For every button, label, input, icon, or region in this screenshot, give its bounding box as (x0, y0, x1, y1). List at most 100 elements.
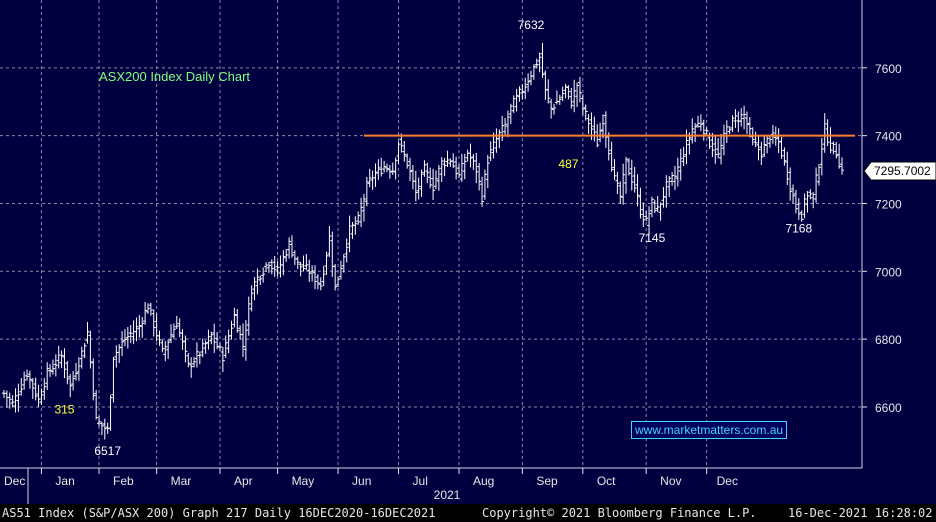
price-bar (428, 167, 433, 189)
footer-copyright: Copyright© 2021 Bloomberg Finance L.P. (482, 506, 757, 520)
price-bar (480, 176, 485, 207)
price-bar (649, 196, 654, 218)
price-bar (710, 132, 715, 158)
price-bar (733, 109, 738, 128)
price-bar (825, 119, 830, 147)
price-bar (474, 152, 479, 184)
price-bar (678, 148, 683, 181)
price-bar (73, 362, 78, 381)
grid-lines (0, 0, 862, 468)
price-bar (99, 421, 104, 436)
price-bar (157, 330, 162, 346)
price-bar (408, 157, 413, 182)
price-bar (727, 126, 732, 135)
price-bar (281, 250, 286, 276)
price-bar (520, 84, 525, 100)
price-bar (632, 166, 637, 193)
price-bar (88, 330, 93, 369)
footer-security: AS51 Index (S&P/ASX 200) Graph 217 Daily… (2, 506, 436, 520)
price-bar (488, 141, 493, 162)
x-tick-label: Dec (4, 474, 25, 488)
price-bar (517, 86, 522, 102)
price-bar (644, 210, 649, 222)
price-bar (364, 176, 369, 207)
price-bar (768, 136, 773, 148)
price-bar (94, 389, 99, 420)
price-bar (681, 146, 686, 166)
x-tick-label: Oct (597, 474, 616, 488)
price-bar (808, 189, 813, 200)
price-bar (753, 131, 758, 148)
price-bar (425, 162, 430, 184)
price-bar (788, 167, 793, 201)
price-bar (261, 267, 266, 283)
price-bar (563, 83, 568, 99)
price-bar (505, 110, 510, 138)
price-bar (160, 339, 165, 353)
price-bar (266, 261, 271, 273)
price-bar (327, 226, 332, 257)
watermark-link[interactable]: www.marketmatters.com.au (631, 421, 788, 439)
price-bar (696, 115, 701, 128)
annotation-label: 7145 (639, 231, 666, 245)
price-bar (719, 134, 724, 165)
price-bar (36, 384, 41, 408)
price-bar (672, 165, 677, 191)
chart-title: ASX200 Index Daily Chart (99, 69, 250, 84)
y-tick-label: 6600 (875, 401, 902, 415)
price-bar (503, 117, 508, 136)
price-bar (612, 159, 617, 180)
price-bar (442, 157, 447, 177)
price-bar (324, 251, 329, 275)
price-bar (592, 116, 597, 142)
price-bar (50, 359, 55, 375)
y-axis-panel (862, 0, 936, 468)
price-bar (583, 104, 588, 121)
price-bar (53, 354, 58, 377)
price-bar (779, 136, 784, 159)
price-bar (382, 160, 387, 173)
price-bar (310, 265, 315, 282)
price-bar (128, 325, 133, 344)
price-bar (416, 177, 421, 200)
annotation-label: 487 (558, 157, 578, 171)
price-bar (206, 329, 211, 350)
price-bar (82, 343, 87, 359)
price-bar (618, 181, 623, 204)
x-tick-label: Aug (473, 474, 494, 488)
price-bar (785, 151, 790, 186)
price-bar (477, 162, 482, 191)
price-bar (321, 266, 326, 287)
x-tick-label: Apr (234, 474, 253, 488)
x-tick-label: Feb (113, 474, 134, 488)
price-bar (7, 392, 12, 409)
y-tick-label: 7000 (875, 265, 902, 279)
price-bar (252, 276, 257, 301)
price-bar (667, 176, 672, 197)
price-bar (166, 339, 171, 359)
x-tick-label: May (292, 474, 315, 488)
price-bar (580, 94, 585, 116)
price-bar (174, 315, 179, 330)
price-bar (272, 255, 277, 277)
price-bar (33, 377, 38, 401)
price-bar (511, 95, 516, 113)
price-bar (419, 169, 424, 197)
price-bar (560, 86, 565, 102)
price-bar (531, 64, 536, 80)
price-bar (459, 153, 464, 182)
price-bar (22, 371, 27, 390)
footer-bar: AS51 Index (S&P/ASX 200) Graph 217 Daily… (0, 504, 936, 522)
price-bar (318, 277, 323, 291)
price-bar (91, 358, 96, 401)
price-bar (693, 123, 698, 143)
x-tick-label: Nov (660, 474, 681, 488)
price-bar (422, 160, 427, 177)
price-bar (615, 171, 620, 195)
price-bar (572, 79, 577, 113)
price-bar (664, 175, 669, 208)
price-bar (399, 133, 404, 153)
x-tick-label: Jan (55, 474, 74, 488)
x-axis-ticks: Dec Jan Feb Mar Apr May Jun Jul Aug Sep Oct Nov Dec (4, 468, 738, 504)
price-bar (796, 198, 801, 220)
